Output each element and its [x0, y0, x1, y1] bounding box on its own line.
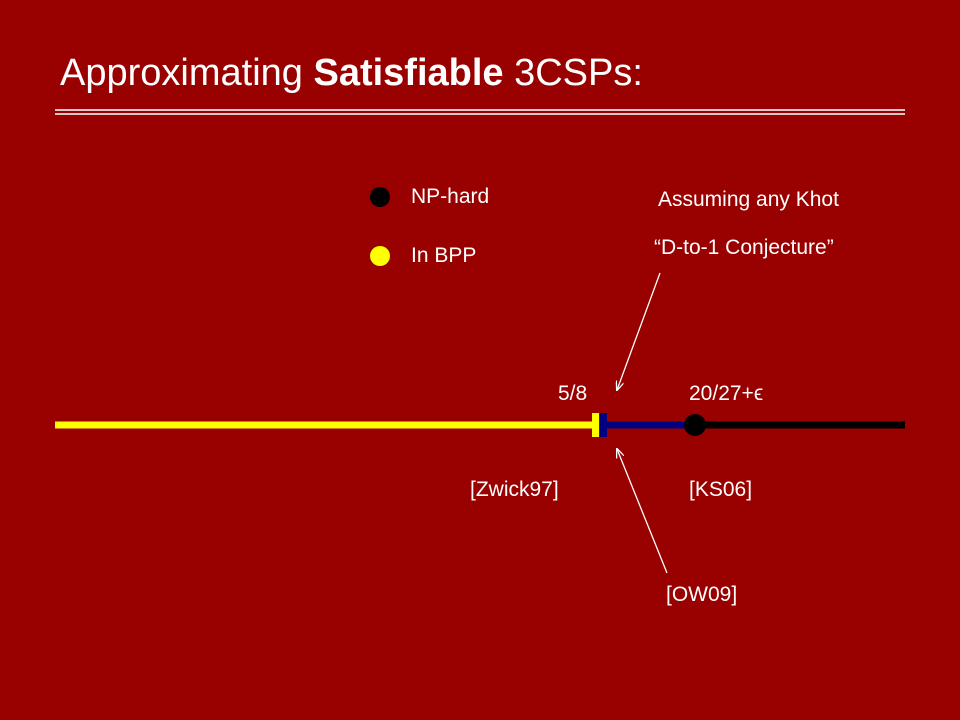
- title-suffix: 3CSPs:: [503, 52, 643, 94]
- citation-ks06: [KS06]: [689, 478, 753, 501]
- title-bold: Satisfiable: [313, 52, 504, 94]
- legend-label-np-hard: NP-hard: [411, 185, 490, 208]
- point-twenty-twenty-sevenths: [684, 414, 706, 436]
- tick-five-eighths-yellow: [592, 413, 599, 437]
- arrow-conjecture: [617, 272, 661, 390]
- arrow-ow09: [617, 449, 668, 574]
- legend-label-in-bpp: In BPP: [411, 244, 477, 267]
- citation-ow09: [OW09]: [666, 583, 738, 606]
- legend-dot-in-bpp: [370, 246, 390, 266]
- title-prefix: Approximating: [60, 52, 314, 94]
- tick-five-eighths-blue: [600, 413, 607, 437]
- conjecture-line-2: “D-to-1 Conjecture”: [654, 236, 834, 259]
- slide-title: Approximating Satisfiable 3CSPs:: [60, 48, 643, 98]
- citation-zwick97: [Zwick97]: [470, 478, 559, 501]
- point-label-twenty-twenty-sevenths: 20/27+ϵ: [689, 382, 764, 405]
- conjecture-line-1: Assuming any Khot: [658, 188, 839, 211]
- title-divider: [55, 109, 905, 115]
- point-label-five-eighths: 5/8: [558, 382, 588, 405]
- legend-dot-np-hard: [370, 187, 390, 207]
